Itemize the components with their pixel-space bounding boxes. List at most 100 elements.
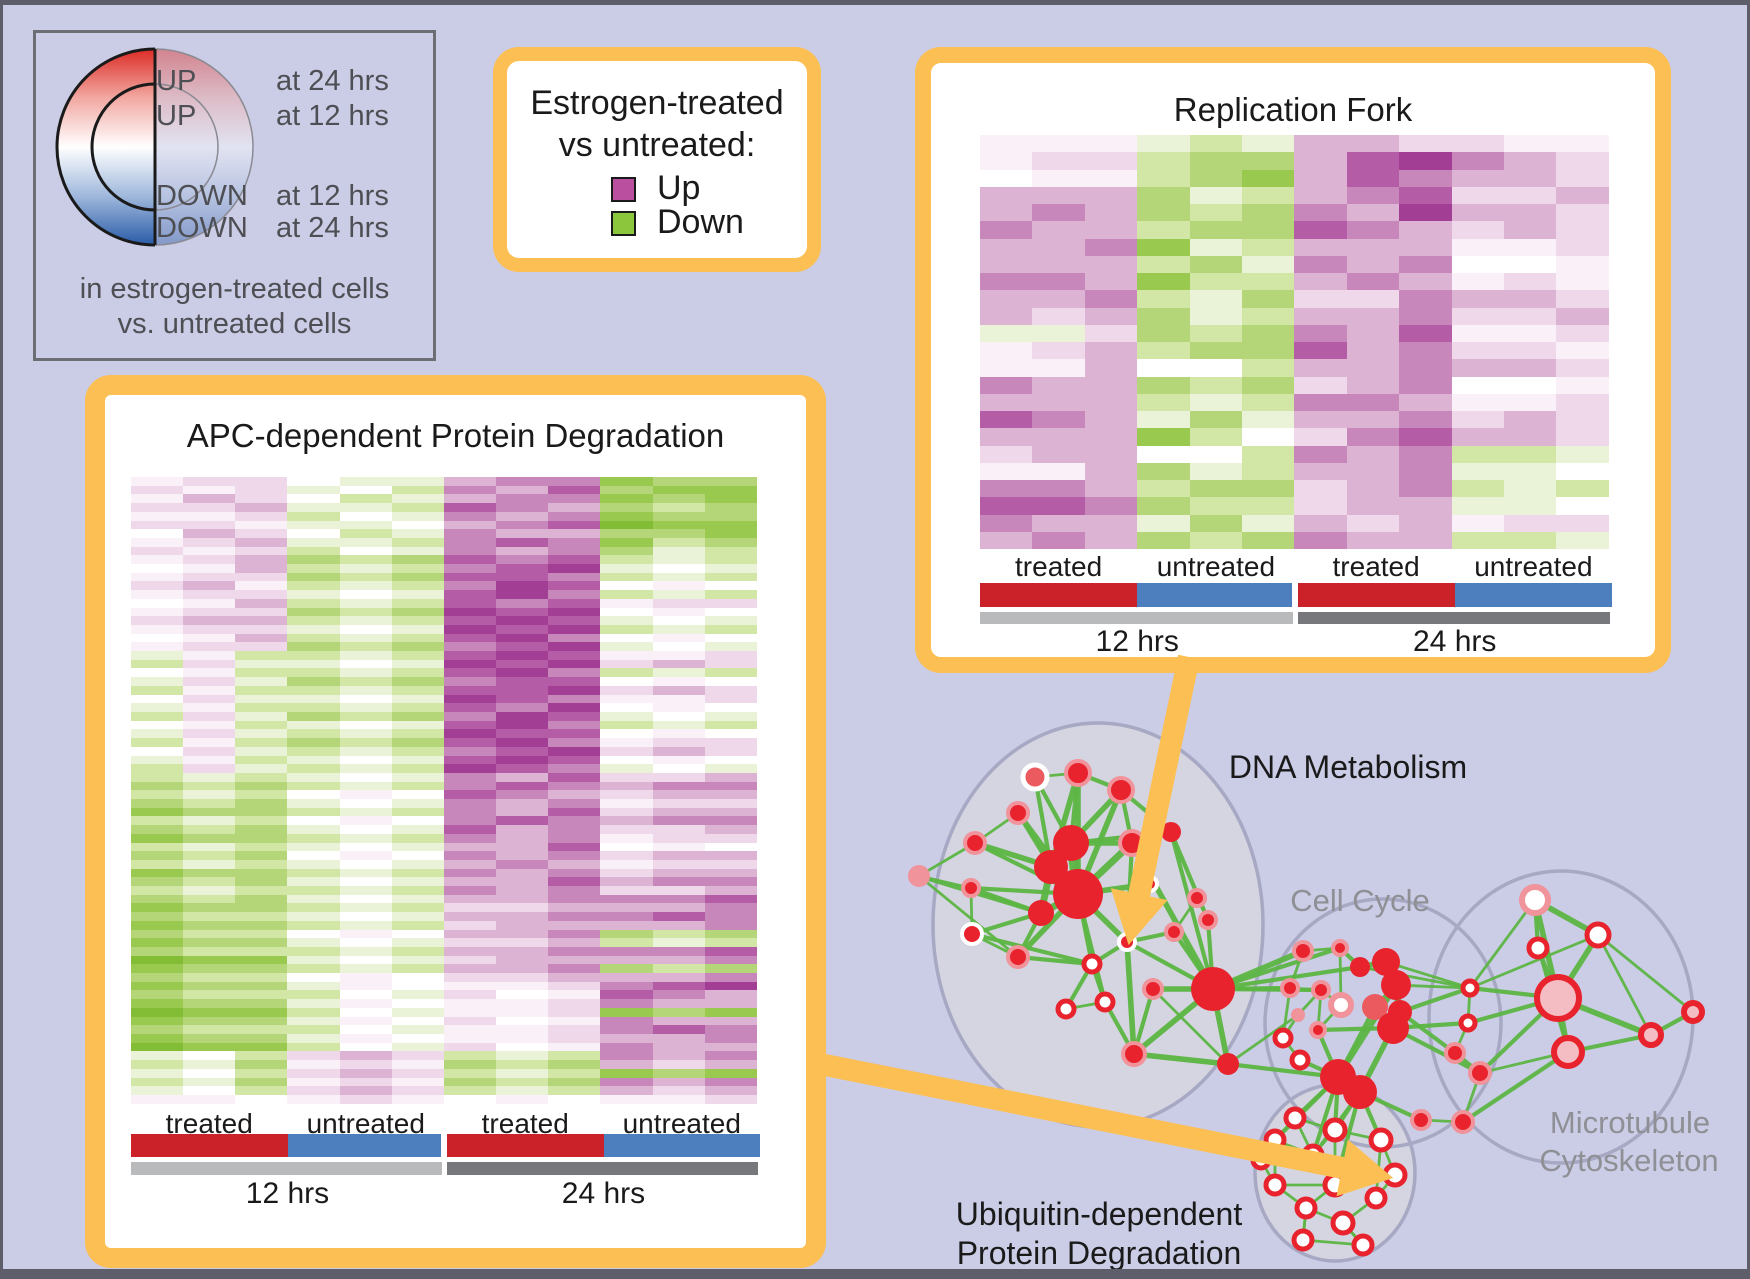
heatmap-cell bbox=[1504, 514, 1557, 532]
heatmap-cell bbox=[652, 529, 705, 538]
heatmap-cell bbox=[287, 738, 340, 747]
heatmap-cell bbox=[652, 955, 705, 965]
heatmap-cell bbox=[183, 877, 236, 887]
heatmap-cell bbox=[980, 324, 1033, 342]
heatmap-cell bbox=[496, 755, 549, 765]
heatmap-cell bbox=[391, 1077, 444, 1087]
heatmap-cell bbox=[1504, 359, 1557, 377]
heatmap-cell bbox=[131, 799, 184, 808]
heatmap-cell bbox=[1084, 531, 1138, 549]
time-bar-12 bbox=[131, 1162, 442, 1175]
network-node bbox=[1291, 1008, 1305, 1022]
heatmap-cell bbox=[496, 1025, 549, 1034]
treatment-bar bbox=[980, 583, 1138, 607]
heatmap-cell bbox=[652, 711, 705, 721]
updown-legend-card: Estrogen-treated vs untreated: Up Down bbox=[493, 47, 821, 272]
heatmap-cell bbox=[287, 581, 340, 591]
heatmap-cell bbox=[704, 633, 757, 643]
heatmap-cell bbox=[1032, 204, 1085, 222]
heatmap-cell bbox=[339, 868, 392, 878]
heatmap-cell bbox=[600, 1042, 653, 1052]
heatmap-cell bbox=[339, 729, 392, 739]
heatmap-cell bbox=[600, 990, 653, 1000]
heatmap-cell bbox=[496, 711, 549, 721]
heatmap-cell bbox=[704, 720, 757, 730]
heatmap-cell bbox=[183, 990, 236, 1000]
heatmap-cell bbox=[600, 642, 653, 652]
heatmap-cell bbox=[183, 746, 236, 756]
heatmap-cell bbox=[1504, 497, 1557, 515]
treatment-group-label: treated bbox=[481, 1108, 569, 1139]
heatmap-cell bbox=[287, 598, 340, 608]
network-edge bbox=[1076, 891, 1129, 945]
heatmap-cell bbox=[1294, 480, 1347, 498]
heatmap-cell bbox=[548, 485, 601, 495]
heatmap-cell bbox=[1084, 393, 1138, 411]
heatmap-cell bbox=[704, 842, 757, 852]
heatmap-cell bbox=[496, 511, 549, 521]
heatmap-cell bbox=[704, 859, 757, 869]
heatmap-cell bbox=[339, 851, 392, 860]
network-edge bbox=[1131, 829, 1172, 846]
heatmap-cell bbox=[131, 1051, 184, 1061]
heatmap-cell bbox=[980, 152, 1033, 170]
heatmap-cell bbox=[704, 581, 757, 591]
heatmap-cell bbox=[1294, 169, 1347, 187]
heatmap-cell bbox=[704, 1094, 757, 1104]
network-edge bbox=[1392, 1020, 1469, 1031]
heatmap-cell bbox=[704, 485, 757, 495]
network-edge bbox=[1334, 1128, 1382, 1142]
heatmap-cell bbox=[548, 651, 601, 660]
network-node bbox=[1006, 945, 1030, 969]
heatmap-cell bbox=[1399, 238, 1452, 256]
heatmap-cell bbox=[496, 1086, 549, 1095]
network-node bbox=[1364, 1186, 1388, 1210]
network-edge bbox=[1125, 883, 1152, 943]
network-edge bbox=[1210, 988, 1231, 1065]
heatmap-cell bbox=[183, 642, 236, 652]
heatmap-cell bbox=[443, 938, 497, 947]
network-edge bbox=[1033, 775, 1073, 845]
heatmap-cell bbox=[600, 624, 653, 634]
heatmap-cell bbox=[131, 503, 184, 512]
heatmap-cell bbox=[704, 964, 757, 974]
heatmap-cell bbox=[443, 1068, 497, 1078]
heatmap-cell bbox=[652, 755, 705, 765]
heatmap-cell bbox=[704, 973, 757, 982]
heatmap-cell bbox=[235, 685, 288, 695]
heatmap-cell bbox=[496, 799, 549, 808]
network-edge bbox=[1077, 771, 1122, 792]
heatmap-cell bbox=[704, 772, 757, 782]
heatmap-cell bbox=[704, 1034, 757, 1043]
heatmap-cell bbox=[183, 624, 236, 634]
heatmap-cell bbox=[496, 659, 549, 669]
heatmap-cell bbox=[235, 694, 288, 704]
heatmap-cell bbox=[1084, 186, 1138, 204]
heatmap-cell bbox=[1189, 480, 1243, 498]
network-edge bbox=[1075, 893, 1108, 1003]
heatmap-cell bbox=[235, 1086, 288, 1095]
heatmap-cell bbox=[235, 973, 288, 982]
heatmap-cell bbox=[1242, 290, 1295, 308]
heatmap-cell bbox=[443, 711, 497, 721]
heatmap-cell bbox=[339, 720, 392, 730]
treatment-bar bbox=[447, 1134, 604, 1157]
heatmap-cell bbox=[339, 590, 392, 599]
network-edge bbox=[1133, 1051, 1229, 1067]
heatmap-cell bbox=[131, 738, 184, 747]
heatmap-cell bbox=[548, 807, 601, 817]
heatmap-cell bbox=[1032, 307, 1085, 325]
heatmap-cell bbox=[600, 1068, 653, 1078]
heatmap-cell bbox=[1556, 255, 1609, 273]
heatmap-cell bbox=[652, 546, 705, 556]
heatmap-cell bbox=[339, 503, 392, 512]
heatmap-cell bbox=[1399, 186, 1452, 204]
heatmap-cell bbox=[1556, 186, 1609, 204]
heatmap-cell bbox=[339, 772, 392, 782]
heatmap-cell bbox=[652, 781, 705, 791]
heatmap-cell bbox=[496, 546, 549, 556]
network-node bbox=[1028, 900, 1054, 926]
heatmap-cell bbox=[183, 833, 236, 843]
heatmap-cell bbox=[391, 1094, 444, 1104]
heatmap-cell bbox=[339, 1051, 392, 1061]
